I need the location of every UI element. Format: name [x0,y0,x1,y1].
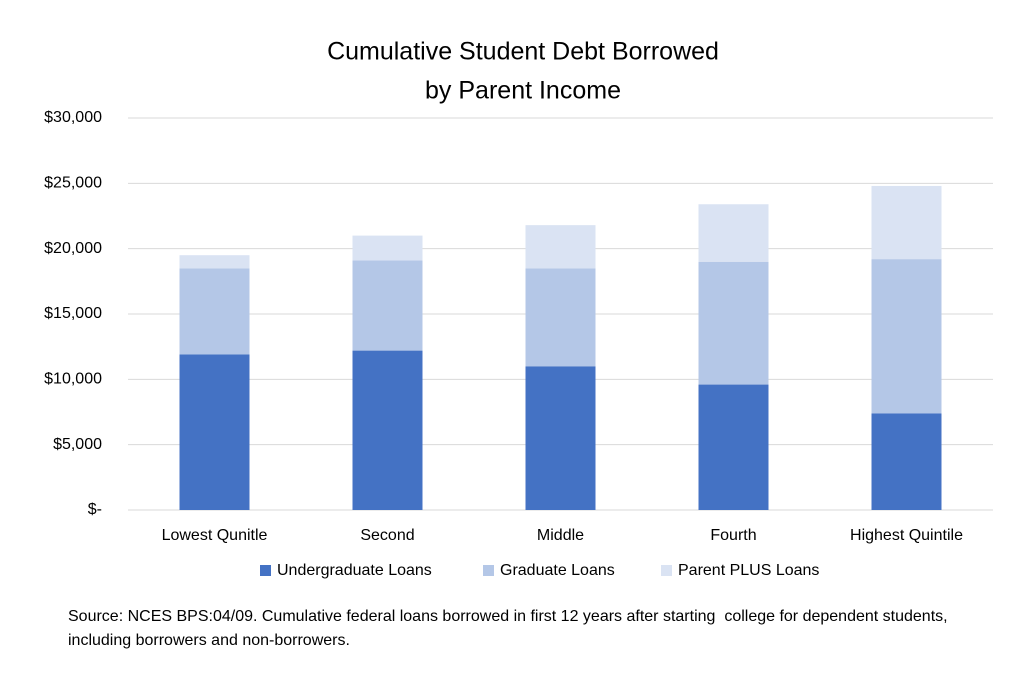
bar-segment [871,185,942,260]
bar-segment [698,261,769,385]
legend-label: Parent PLUS Loans [678,562,819,579]
bar-segment [698,204,769,262]
y-tick-label: $30,000 [44,109,102,126]
bar-segment [698,384,769,510]
x-tick-label: Highest Quintile [850,527,963,544]
bar-segment [871,259,942,414]
bar-segment [179,354,250,510]
y-tick-label: $25,000 [44,175,102,192]
legend-swatch [260,565,271,576]
x-tick-label: Lowest Qunitle [162,527,268,544]
legend-swatch [483,565,494,576]
bar-segment [525,268,596,367]
x-tick-label: Second [360,527,414,544]
bar-segment [179,255,250,269]
x-tick-label: Fourth [710,527,756,544]
legend-swatch [661,565,672,576]
source-note: Source: NCES BPS:04/09. Cumulative feder… [68,608,953,649]
bar-segment [179,268,250,355]
legend-label: Undergraduate Loans [277,562,432,579]
bar-segment [525,366,596,510]
y-tick-label: $10,000 [44,371,102,388]
chart-title: Cumulative Student Debt Borrowed [327,38,719,66]
y-tick-label: $15,000 [44,305,102,322]
y-tick-label: $5,000 [53,436,102,453]
y-tick-label: $- [88,501,102,518]
bar-segment [352,235,423,261]
bar-segment [525,225,596,269]
bar-segment [871,413,942,510]
bar-segment [352,260,423,351]
y-tick-label: $20,000 [44,240,102,257]
x-tick-label: Middle [537,527,584,544]
bar-segment [352,350,423,510]
legend-label: Graduate Loans [500,562,615,579]
chart-title: by Parent Income [425,77,621,105]
